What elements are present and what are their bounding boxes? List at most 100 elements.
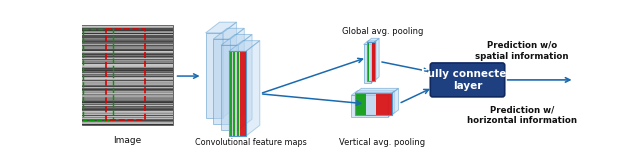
Polygon shape	[364, 41, 376, 45]
Bar	[81, 68, 173, 69]
Bar	[81, 82, 173, 83]
Bar	[81, 29, 173, 30]
Bar	[81, 58, 173, 59]
Bar	[81, 30, 173, 31]
Bar	[81, 78, 173, 79]
Bar	[81, 68, 173, 69]
Bar	[81, 118, 173, 119]
Bar	[81, 108, 173, 109]
Bar	[81, 42, 173, 43]
Bar	[81, 115, 173, 116]
Bar	[372, 42, 374, 81]
Bar	[81, 88, 173, 89]
Bar	[81, 100, 173, 101]
Bar	[81, 91, 173, 92]
Polygon shape	[351, 91, 395, 95]
Bar	[81, 119, 173, 120]
Bar	[81, 49, 173, 50]
Polygon shape	[374, 38, 379, 81]
Bar	[81, 101, 173, 102]
Bar	[81, 101, 173, 102]
Bar	[81, 72, 173, 73]
Bar	[81, 98, 173, 99]
Bar	[81, 113, 173, 114]
Bar	[81, 45, 173, 46]
FancyBboxPatch shape	[430, 63, 505, 97]
Bar	[81, 85, 173, 86]
Bar	[81, 62, 173, 63]
Bar	[81, 51, 173, 52]
Bar	[81, 54, 173, 55]
Bar	[355, 93, 392, 115]
Bar	[81, 74, 173, 75]
Bar	[81, 73, 173, 74]
Bar	[83, 29, 113, 120]
Bar	[81, 114, 173, 115]
Polygon shape	[213, 39, 230, 124]
Bar	[81, 50, 173, 51]
Polygon shape	[230, 28, 244, 124]
Bar	[81, 120, 173, 121]
Bar	[81, 88, 173, 89]
Bar	[81, 31, 173, 32]
Bar	[81, 70, 173, 71]
Bar	[81, 64, 173, 65]
Bar	[237, 51, 239, 136]
Polygon shape	[367, 38, 379, 42]
Bar	[81, 81, 173, 82]
Polygon shape	[367, 42, 374, 81]
Bar	[81, 25, 173, 26]
Bar	[81, 61, 173, 62]
Bar	[81, 95, 173, 96]
Text: Prediction w/o
spatial information: Prediction w/o spatial information	[475, 41, 568, 61]
Bar	[81, 26, 173, 27]
Bar	[81, 66, 173, 67]
Bar	[81, 35, 173, 36]
Bar	[81, 122, 173, 123]
Bar	[81, 37, 173, 38]
Bar	[81, 91, 173, 92]
Bar	[376, 93, 385, 115]
Bar	[81, 89, 173, 90]
Bar	[81, 40, 173, 41]
Bar	[81, 94, 173, 95]
Text: Vertical avg. pooling: Vertical avg. pooling	[339, 138, 426, 147]
Bar	[81, 47, 173, 48]
Polygon shape	[392, 88, 399, 115]
Bar	[81, 52, 173, 53]
Bar	[81, 32, 173, 33]
Bar	[81, 99, 173, 100]
Bar	[81, 56, 173, 57]
Bar	[81, 34, 173, 35]
Bar	[81, 80, 173, 81]
Bar	[232, 51, 233, 136]
Bar	[81, 67, 173, 68]
Polygon shape	[213, 28, 244, 39]
Polygon shape	[221, 45, 238, 130]
Bar	[81, 60, 173, 61]
Bar	[81, 111, 173, 112]
Bar	[236, 51, 237, 136]
Bar	[81, 63, 173, 64]
Bar	[81, 48, 173, 49]
Polygon shape	[371, 41, 376, 83]
Bar	[81, 77, 173, 78]
Text: Convolutional feature maps: Convolutional feature maps	[195, 138, 307, 147]
Text: Image: Image	[113, 136, 141, 145]
Bar	[81, 93, 173, 94]
Bar	[81, 104, 173, 105]
Bar	[81, 78, 173, 79]
Bar	[81, 43, 173, 44]
Polygon shape	[238, 35, 252, 130]
Polygon shape	[221, 35, 252, 45]
Text: Global avg. pooling: Global avg. pooling	[342, 27, 423, 36]
Bar	[81, 27, 173, 28]
Bar	[241, 51, 243, 136]
Bar	[81, 61, 173, 62]
Bar	[81, 83, 173, 84]
Bar	[367, 42, 374, 81]
Bar	[81, 65, 173, 66]
Polygon shape	[351, 95, 388, 117]
Bar	[106, 29, 145, 120]
Bar	[81, 87, 173, 88]
